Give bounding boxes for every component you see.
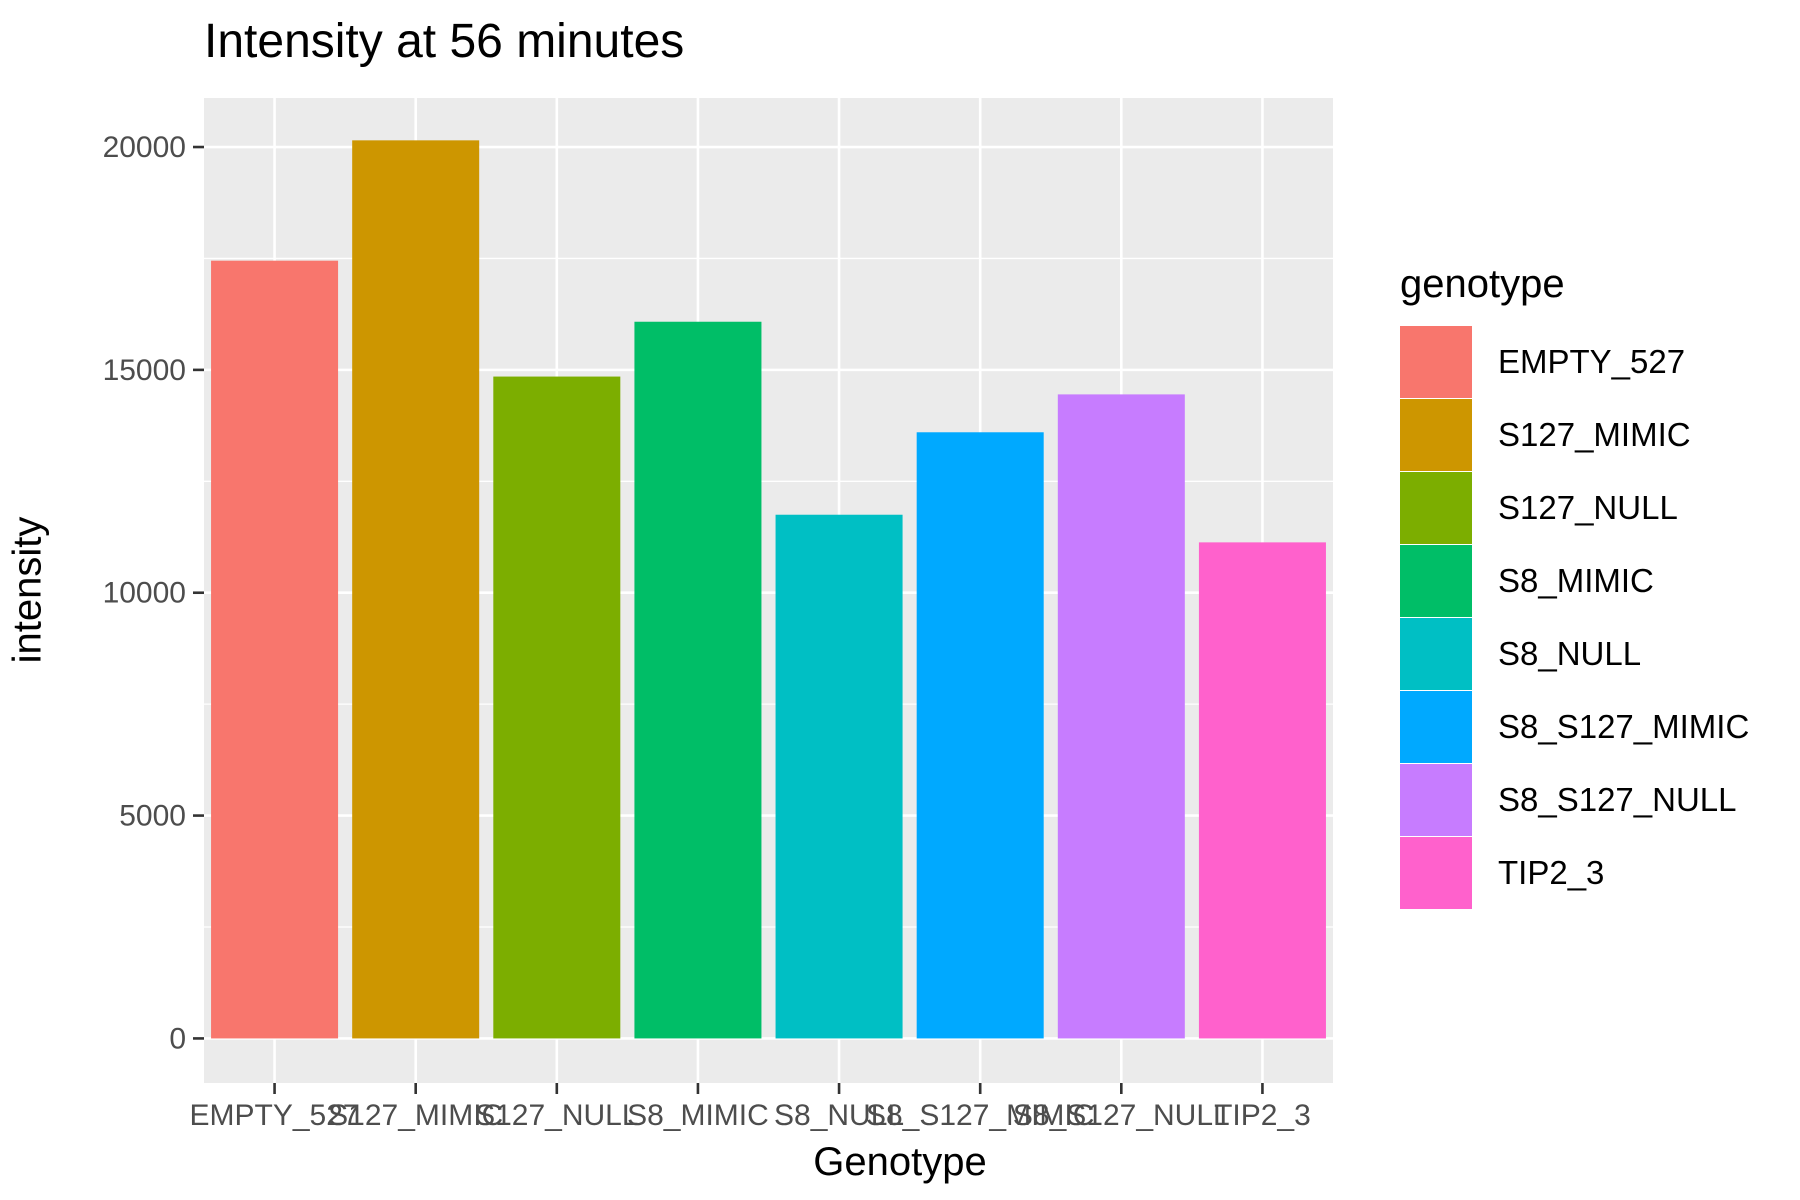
y-tick-label: 5000	[119, 800, 186, 833]
y-tick-label: 10000	[103, 577, 186, 610]
legend-label: TIP2_3	[1498, 853, 1605, 891]
bar-s8-s127-mimic	[916, 432, 1044, 1039]
x-tick-label: S8_MIMIC	[627, 1099, 769, 1132]
legend-item: S8_NULL	[1400, 617, 1749, 690]
legend-swatch	[1400, 617, 1472, 690]
legend-label: S8_MIMIC	[1498, 561, 1654, 599]
x-tick-label: S8_S127_NULL	[1013, 1099, 1230, 1132]
legend-swatch	[1400, 325, 1472, 398]
legend-swatch	[1400, 836, 1472, 909]
legend-label: S8_NULL	[1498, 634, 1642, 672]
legend: genotype EMPTY_527 S127_MIMIC S127_NULL S8_…	[1400, 262, 1749, 909]
chart-title: Intensity at 56 minutes	[204, 15, 685, 68]
legend-item: S8_S127_NULL	[1400, 763, 1749, 836]
bar-s127-null	[493, 376, 621, 1039]
y-axis-label: intensity	[5, 516, 50, 664]
legend-swatch	[1400, 398, 1472, 471]
bar-s8-mimic	[634, 321, 762, 1039]
legend-label: S127_MIMIC	[1498, 415, 1691, 453]
y-tick-label: 15000	[103, 354, 186, 387]
bar-s127-mimic	[352, 140, 480, 1039]
bar-empty-527	[211, 260, 339, 1039]
legend-label: S8_S127_MIMIC	[1498, 707, 1750, 745]
legend-items: EMPTY_527 S127_MIMIC S127_NULL S8_MIMIC S8_N…	[1400, 325, 1749, 909]
legend-swatch	[1400, 690, 1472, 763]
legend-label: S8_S127_NULL	[1498, 780, 1737, 818]
bar-s8-null	[775, 514, 903, 1039]
x-tick-label: S127_NULL	[475, 1099, 638, 1132]
legend-title: genotype	[1400, 262, 1565, 306]
y-tick-label: 20000	[103, 131, 186, 164]
legend-item: TIP2_3	[1400, 836, 1749, 909]
x-tick-label: EMPTY_527	[190, 1099, 360, 1132]
legend-swatch	[1400, 471, 1472, 544]
legend-label: EMPTY_527	[1498, 342, 1686, 380]
legend-swatch	[1400, 544, 1472, 617]
legend-item: S8_S127_MIMIC	[1400, 690, 1749, 763]
legend-item: EMPTY_527	[1400, 325, 1749, 398]
bar-tip2-3	[1198, 542, 1326, 1039]
x-tick-label: S8_NULL	[774, 1099, 904, 1132]
legend-item: S127_MIMIC	[1400, 398, 1749, 471]
x-tick-label: S8_S127_MIMIC	[866, 1099, 1094, 1132]
bar-s8-s127-null	[1057, 394, 1185, 1039]
y-tick-label: 0	[169, 1022, 186, 1055]
legend-swatch	[1400, 763, 1472, 836]
legend-item: S8_MIMIC	[1400, 544, 1749, 617]
x-tick-label: TIP2_3	[1214, 1099, 1311, 1132]
legend-item: S127_NULL	[1400, 471, 1749, 544]
x-tick-label: S127_MIMIC	[328, 1099, 503, 1132]
legend-label: S127_NULL	[1498, 488, 1678, 526]
